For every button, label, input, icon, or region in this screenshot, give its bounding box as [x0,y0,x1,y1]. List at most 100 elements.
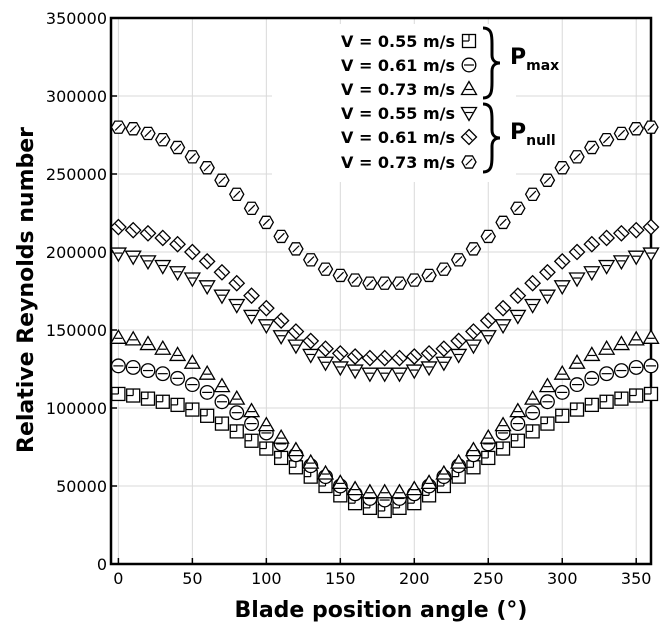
data-point [154,229,172,247]
data-point [183,353,201,369]
data-point [436,262,452,276]
data-point [509,402,527,418]
legend-label: V = 0.61 m/s [341,56,455,75]
data-point [450,332,468,350]
x-axis-label: Blade position angle (°) [235,598,528,623]
data-point [228,298,246,314]
data-point [376,349,394,367]
data-point [272,312,290,330]
data-point [168,346,187,362]
data-point [346,364,364,380]
legend-marker [461,155,477,169]
data-point [124,250,142,266]
data-point [272,330,290,346]
data-point [331,361,349,377]
data-point [435,356,453,372]
y-tick-label: 200000 [46,243,107,262]
y-tick-label: 250000 [46,165,107,184]
data-point [213,377,231,393]
data-point [405,364,423,380]
data-point [583,266,601,282]
data-point [390,367,409,383]
data-point [213,263,231,281]
data-point [154,259,172,275]
data-point [598,229,616,247]
data-point [125,122,141,136]
data-point [346,480,364,496]
data-point [599,366,615,382]
data-point [139,255,157,271]
data-point [613,363,629,379]
data-point [584,370,600,386]
data-point [198,252,216,270]
data-point [242,402,261,418]
legend-marker [461,57,477,73]
data-point [229,405,245,421]
data-point [405,348,423,365]
data-point [391,349,408,367]
data-point [553,252,571,270]
data-point [642,328,660,344]
data-point [183,243,201,261]
legend-label: V = 0.73 m/s [341,80,455,99]
data-point [584,397,599,413]
y-tick-label: 50000 [56,477,107,496]
data-point [643,120,659,134]
x-tick-label: 300 [547,569,578,588]
data-point [288,242,304,256]
series-3 [109,247,660,383]
y-axis-label: Relative Reynolds number [14,127,39,453]
data-point [243,287,260,305]
legend-group-subscript: max [526,58,559,74]
data-point [524,274,542,292]
data-point [109,328,128,344]
data-point [465,323,482,340]
legend: V = 0.55 m/s V = 0.61 m/s V = 0.73 m/s V = … [272,24,559,182]
data-point [109,218,127,236]
data-point [169,235,186,253]
data-point [435,340,453,358]
data-point [643,358,659,374]
legend-label: V = 0.55 m/s [341,104,455,123]
data-point [495,215,511,230]
data-point [612,224,630,242]
data-point [140,363,156,379]
legend-group-letter: P [510,45,526,70]
data-point [229,424,244,439]
plot-frame [109,16,653,566]
data-point [553,280,571,296]
data-point [361,483,379,499]
legend-brace-pnull [482,102,501,174]
data-point [494,416,512,432]
data-point [376,483,394,499]
data-point [170,397,185,413]
data-point [259,441,274,456]
data-point [494,319,512,335]
x-tick-label: 50 [182,569,202,588]
data-point [110,358,126,374]
legend-group-letter: P [510,120,526,145]
data-point [525,424,540,439]
data-point [555,408,570,423]
data-point [612,335,631,351]
data-point [214,394,230,410]
data-point [464,441,483,457]
data-point [317,262,334,276]
data-point [479,312,497,330]
data-point [228,274,246,292]
data-point [257,319,275,335]
data-point [155,394,170,409]
legend-label: V = 0.55 m/s [341,32,455,51]
series-4 [109,218,660,367]
data-point [273,229,289,244]
data-point [554,161,570,175]
data-markers [109,120,660,519]
data-point [347,273,363,287]
data-point [257,416,275,432]
y-tick-label: 300000 [46,87,107,106]
data-point [316,464,335,480]
data-point [598,132,615,147]
data-point [302,453,320,469]
data-point [273,450,289,466]
legend-group-subscript: null [526,133,556,149]
